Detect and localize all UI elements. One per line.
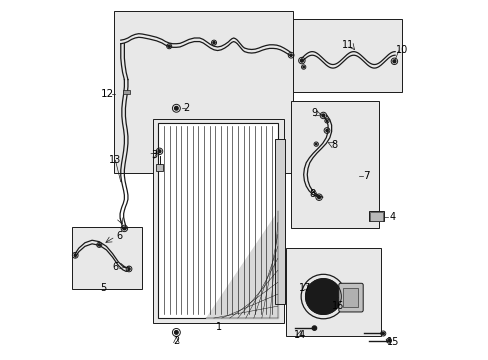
Circle shape — [98, 244, 100, 246]
Circle shape — [289, 54, 292, 56]
Circle shape — [321, 114, 324, 117]
Text: 14: 14 — [293, 330, 305, 340]
Circle shape — [168, 45, 170, 47]
Circle shape — [128, 268, 130, 270]
Bar — [122, 90, 129, 94]
Circle shape — [315, 143, 316, 145]
Text: 13: 13 — [109, 155, 122, 165]
Bar — [290, 101, 378, 228]
Text: 6: 6 — [117, 231, 122, 240]
Text: 3: 3 — [151, 150, 157, 160]
Circle shape — [312, 326, 316, 330]
Circle shape — [382, 332, 384, 334]
Text: 4: 4 — [388, 212, 394, 222]
Circle shape — [174, 330, 178, 334]
FancyBboxPatch shape — [338, 283, 363, 312]
Circle shape — [392, 60, 395, 63]
Text: 6: 6 — [112, 262, 118, 272]
Bar — [158, 123, 277, 318]
Text: 11: 11 — [341, 40, 353, 50]
Circle shape — [317, 196, 320, 199]
Circle shape — [174, 107, 178, 110]
Circle shape — [300, 59, 303, 62]
Text: 8: 8 — [309, 189, 315, 199]
Bar — [369, 212, 382, 221]
Text: 8: 8 — [330, 140, 337, 150]
Bar — [72, 226, 142, 289]
Circle shape — [305, 279, 341, 315]
Text: 5: 5 — [100, 283, 106, 293]
Polygon shape — [205, 211, 277, 318]
Bar — [285, 248, 380, 336]
Bar — [292, 19, 402, 92]
Text: 9: 9 — [310, 108, 317, 118]
Circle shape — [158, 150, 161, 153]
Text: 1: 1 — [216, 322, 222, 332]
Bar — [274, 139, 285, 304]
Circle shape — [315, 289, 330, 305]
Bar — [153, 119, 284, 323]
Text: 12: 12 — [101, 89, 114, 99]
Bar — [113, 12, 292, 173]
Text: 10: 10 — [395, 45, 407, 55]
Text: 16: 16 — [332, 301, 344, 311]
Text: 7: 7 — [363, 171, 369, 181]
Circle shape — [325, 120, 327, 122]
Circle shape — [303, 66, 304, 68]
Text: 15: 15 — [386, 337, 398, 347]
Circle shape — [387, 339, 389, 342]
Circle shape — [122, 227, 125, 230]
Circle shape — [325, 130, 327, 132]
Text: 17: 17 — [298, 283, 310, 293]
Circle shape — [74, 254, 76, 256]
Text: 2: 2 — [173, 336, 179, 346]
Bar — [343, 288, 357, 307]
Bar — [156, 164, 163, 171]
Text: 2: 2 — [183, 103, 189, 113]
Bar — [368, 211, 383, 221]
Circle shape — [212, 41, 215, 44]
